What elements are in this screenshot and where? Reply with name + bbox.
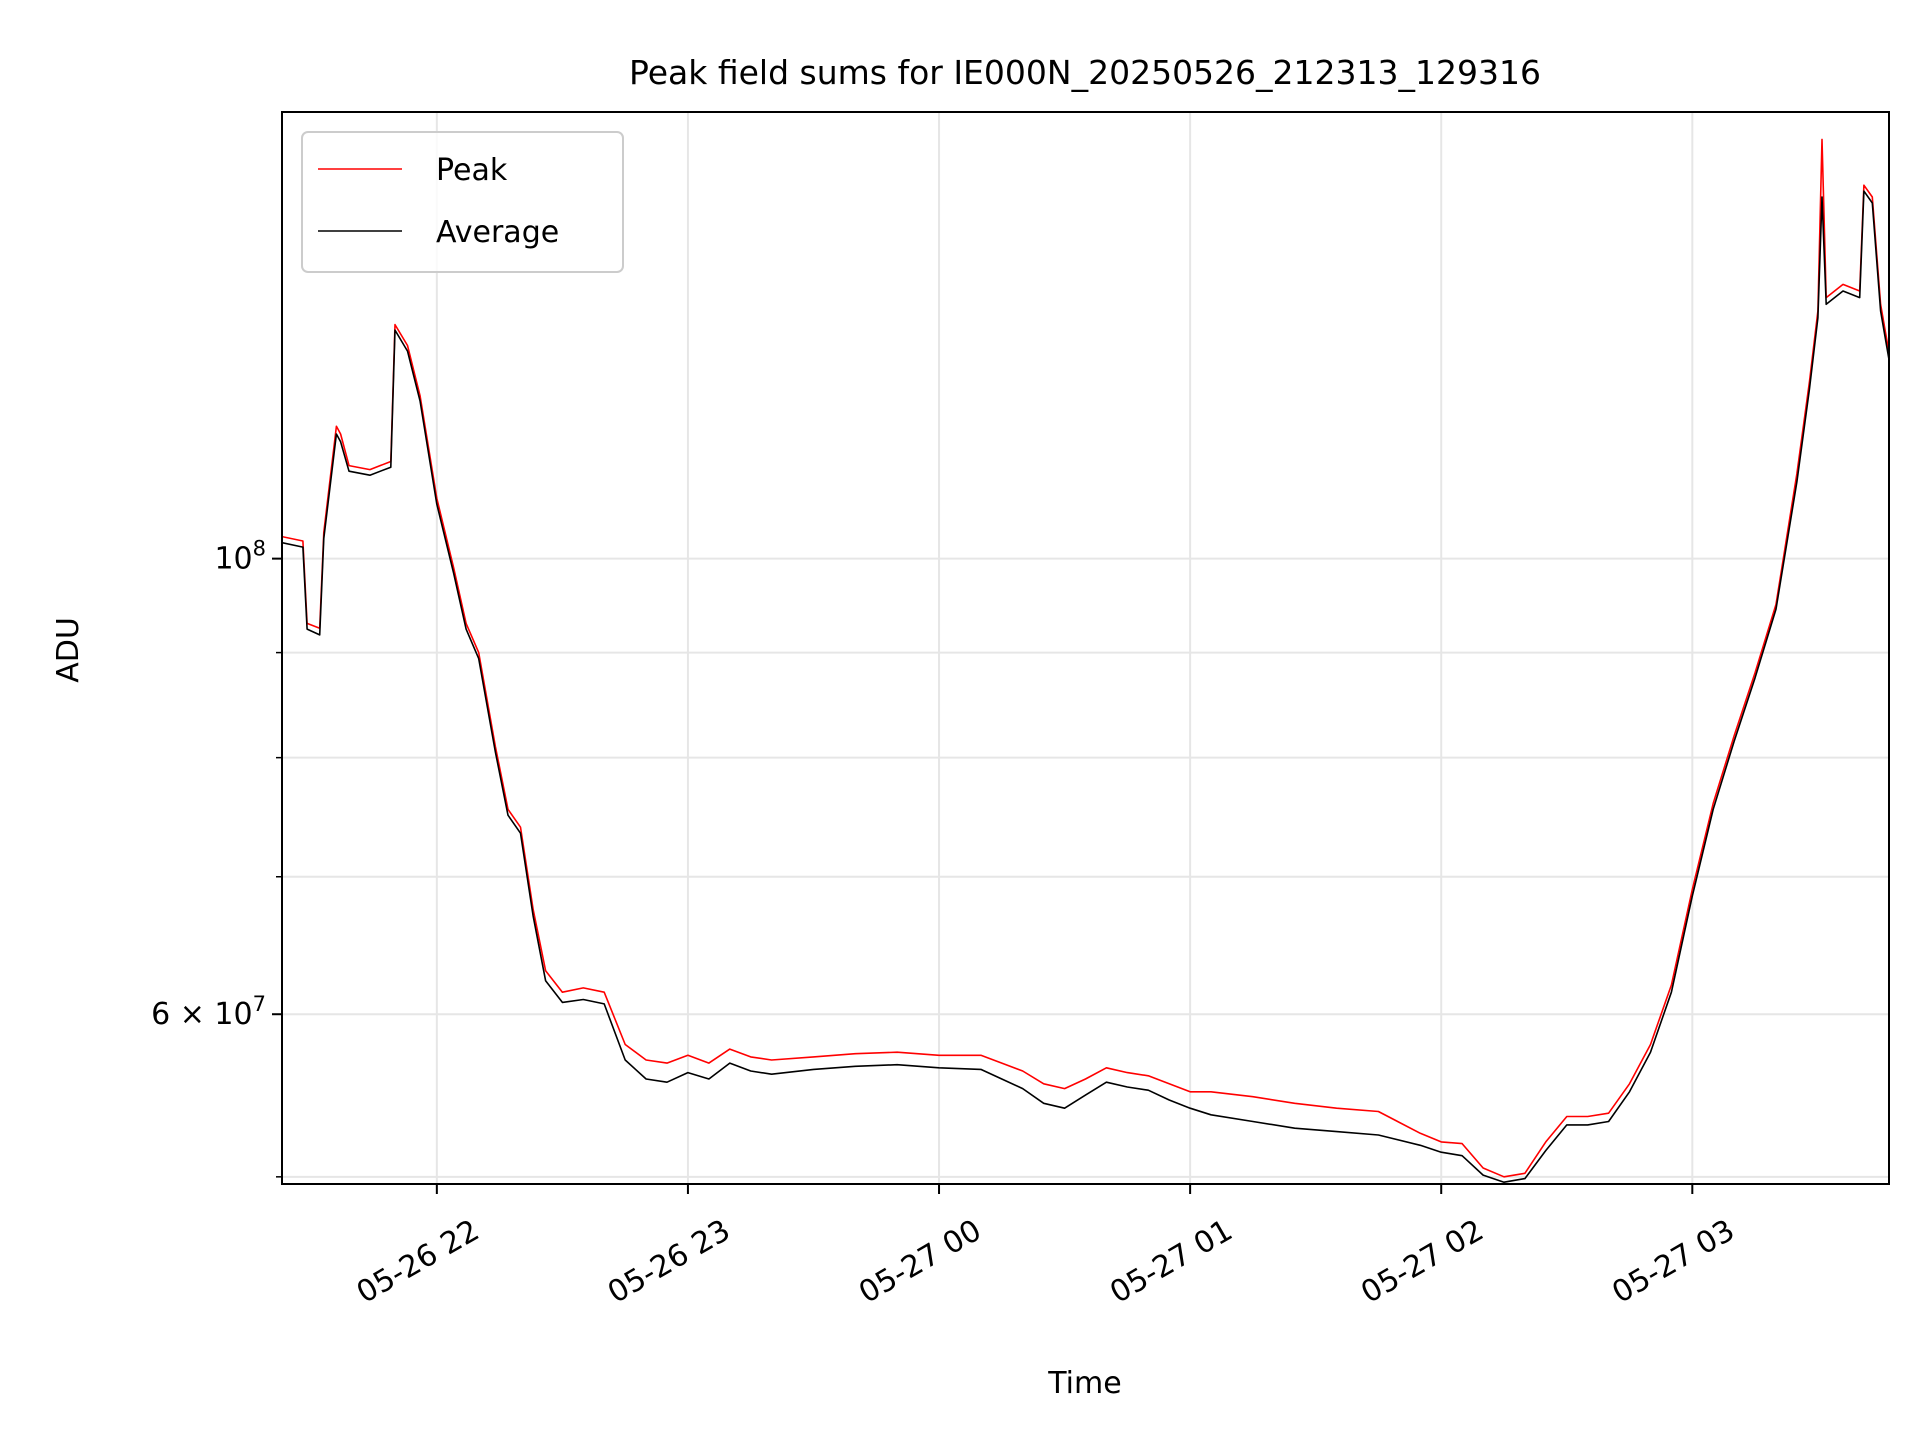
y-tick-label: 108 <box>214 537 266 577</box>
series-line-average <box>282 190 1889 1183</box>
legend: Peak Average <box>301 131 624 273</box>
x-axis-label: Time <box>1047 1366 1121 1401</box>
legend-label-average: Average <box>436 215 559 250</box>
y-tick-label: 6 × 107 <box>151 992 266 1032</box>
grid <box>282 112 1889 1184</box>
series-line-peak <box>282 138 1889 1178</box>
series-lines <box>282 138 1889 1183</box>
plot-frame <box>281 111 1890 1185</box>
legend-box <box>301 131 624 273</box>
legend-label-peak: Peak <box>436 153 508 188</box>
chart-title: Peak field sums for IE000N_20250526_2123… <box>629 53 1541 92</box>
y-axis-label: ADU <box>51 617 86 683</box>
